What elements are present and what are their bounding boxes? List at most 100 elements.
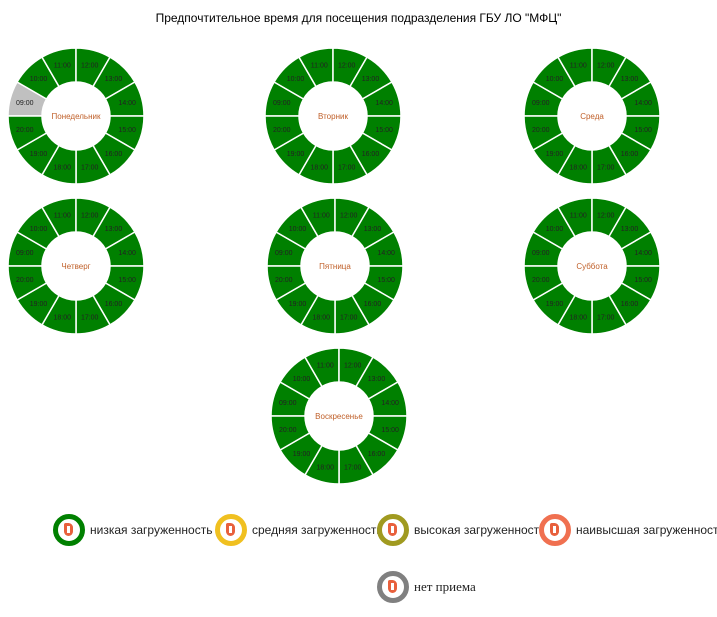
hour-label: 20:00 bbox=[273, 127, 291, 134]
segment-20:00[interactable] bbox=[523, 265, 564, 302]
hour-label: 15:00 bbox=[375, 127, 393, 134]
hour-label: 18:00 bbox=[311, 165, 329, 172]
day-label: Понедельник bbox=[52, 112, 101, 121]
hour-label: 15:00 bbox=[377, 277, 395, 284]
day-label: Четверг bbox=[61, 262, 90, 271]
hour-label: 17:00 bbox=[81, 315, 99, 322]
hour-label: 18:00 bbox=[54, 165, 72, 172]
hour-label: 15:00 bbox=[634, 277, 652, 284]
segment-20:00[interactable] bbox=[7, 115, 48, 152]
legend-label: низкая загруженность bbox=[90, 523, 213, 537]
day-label: Воскресенье bbox=[315, 412, 363, 421]
hour-label: 16:00 bbox=[621, 301, 639, 308]
segment-20:00[interactable] bbox=[270, 415, 311, 452]
hour-label: 18:00 bbox=[570, 315, 588, 322]
hour-label: 13:00 bbox=[368, 376, 386, 383]
hour-label: 17:00 bbox=[597, 165, 615, 172]
hour-label: 18:00 bbox=[54, 315, 72, 322]
hour-label: 19:00 bbox=[287, 151, 305, 158]
hour-label: 10:00 bbox=[546, 76, 564, 83]
hour-label: 20:00 bbox=[16, 127, 34, 134]
hour-label: 19:00 bbox=[546, 151, 564, 158]
donut-6: 09:00 10:00 11:00 12:00 13:00 14:00 15:00 16:00… bbox=[270, 347, 408, 485]
legend-low: низкая загруженность bbox=[53, 514, 212, 546]
legend-high: высокая загруженность bbox=[377, 514, 545, 546]
hour-label: 15:00 bbox=[634, 127, 652, 134]
mfc-logo-icon bbox=[539, 514, 571, 546]
donut-4: 09:00 10:00 11:00 12:00 13:00 14:00 15:00 16:00… bbox=[266, 197, 404, 335]
hour-label: 12:00 bbox=[344, 362, 362, 369]
hour-label: 19:00 bbox=[30, 151, 48, 158]
hour-label: 12:00 bbox=[340, 212, 358, 219]
donut-3: 09:00 10:00 11:00 12:00 13:00 14:00 15:00 16:00… bbox=[7, 197, 145, 335]
hour-label: 14:00 bbox=[634, 250, 652, 257]
hour-label: 13:00 bbox=[105, 76, 123, 83]
hour-label: 11:00 bbox=[54, 62, 71, 69]
segment-20:00[interactable] bbox=[7, 265, 48, 302]
hour-label: 09:00 bbox=[273, 100, 291, 107]
legend-label: средняя загруженность bbox=[252, 523, 383, 537]
hour-label: 16:00 bbox=[105, 151, 123, 158]
hour-label: 12:00 bbox=[81, 212, 99, 219]
hour-label: 11:00 bbox=[570, 212, 587, 219]
hour-label: 13:00 bbox=[621, 226, 639, 233]
hour-label: 10:00 bbox=[546, 226, 564, 233]
hour-label: 16:00 bbox=[368, 451, 386, 458]
hour-label: 12:00 bbox=[338, 62, 356, 69]
hour-label: 18:00 bbox=[313, 315, 331, 322]
hour-label: 17:00 bbox=[338, 165, 356, 172]
chart-title: Предпочтительное время для посещения под… bbox=[155, 11, 562, 25]
legend-medium: средняя загруженность bbox=[215, 514, 383, 546]
segment-20:00[interactable] bbox=[264, 115, 305, 152]
hour-label: 17:00 bbox=[340, 315, 358, 322]
hour-label: 20:00 bbox=[16, 277, 34, 284]
hour-label: 14:00 bbox=[634, 100, 652, 107]
legend-label: нет приема bbox=[414, 579, 476, 594]
donut-charts: 09:00 10:00 11:00 12:00 13:00 14:00 15:00 16:00… bbox=[7, 47, 661, 485]
hour-label: 14:00 bbox=[375, 100, 393, 107]
hour-label: 13:00 bbox=[362, 76, 380, 83]
hour-label: 14:00 bbox=[118, 100, 136, 107]
hour-label: 12:00 bbox=[597, 62, 615, 69]
segment-20:00[interactable] bbox=[523, 115, 564, 152]
hour-label: 09:00 bbox=[16, 250, 34, 257]
mfc-logo-icon bbox=[53, 514, 85, 546]
hour-label: 17:00 bbox=[597, 315, 615, 322]
donut-5: 09:00 10:00 11:00 12:00 13:00 14:00 15:00 16:00… bbox=[523, 197, 661, 335]
hour-label: 16:00 bbox=[105, 301, 123, 308]
day-label: Среда bbox=[580, 112, 604, 121]
hour-label: 10:00 bbox=[30, 76, 48, 83]
hour-label: 19:00 bbox=[289, 301, 307, 308]
hour-label: 13:00 bbox=[364, 226, 382, 233]
mfc-logo-icon bbox=[377, 571, 409, 603]
hour-label: 10:00 bbox=[293, 376, 311, 383]
hour-label: 11:00 bbox=[313, 212, 330, 219]
day-label: Суббота bbox=[576, 262, 608, 271]
hour-label: 20:00 bbox=[275, 277, 293, 284]
hour-label: 10:00 bbox=[289, 226, 307, 233]
hour-label: 11:00 bbox=[311, 62, 328, 69]
hour-label: 09:00 bbox=[279, 400, 297, 407]
hour-label: 16:00 bbox=[621, 151, 639, 158]
hour-label: 18:00 bbox=[317, 465, 335, 472]
mfc-logo-icon bbox=[377, 514, 409, 546]
hour-label: 17:00 bbox=[344, 465, 362, 472]
hour-label: 14:00 bbox=[118, 250, 136, 257]
hour-label: 10:00 bbox=[287, 76, 305, 83]
hour-label: 14:00 bbox=[377, 250, 395, 257]
hour-label: 20:00 bbox=[532, 127, 550, 134]
hour-label: 12:00 bbox=[81, 62, 99, 69]
hour-label: 15:00 bbox=[381, 427, 399, 434]
segment-20:00[interactable] bbox=[266, 265, 307, 302]
hour-label: 16:00 bbox=[362, 151, 380, 158]
hour-label: 14:00 bbox=[381, 400, 399, 407]
hour-label: 15:00 bbox=[118, 277, 136, 284]
legend-label: наивысшая загруженность bbox=[576, 523, 717, 537]
hour-label: 11:00 bbox=[570, 62, 587, 69]
donut-2: 09:00 10:00 11:00 12:00 13:00 14:00 15:00 16:00… bbox=[523, 47, 661, 185]
donut-0: 09:00 10:00 11:00 12:00 13:00 14:00 15:00 16:00… bbox=[7, 47, 145, 185]
legend-highest: наивысшая загруженность bbox=[539, 514, 717, 546]
hour-label: 16:00 bbox=[364, 301, 382, 308]
hour-label: 20:00 bbox=[279, 427, 297, 434]
hour-label: 09:00 bbox=[275, 250, 293, 257]
